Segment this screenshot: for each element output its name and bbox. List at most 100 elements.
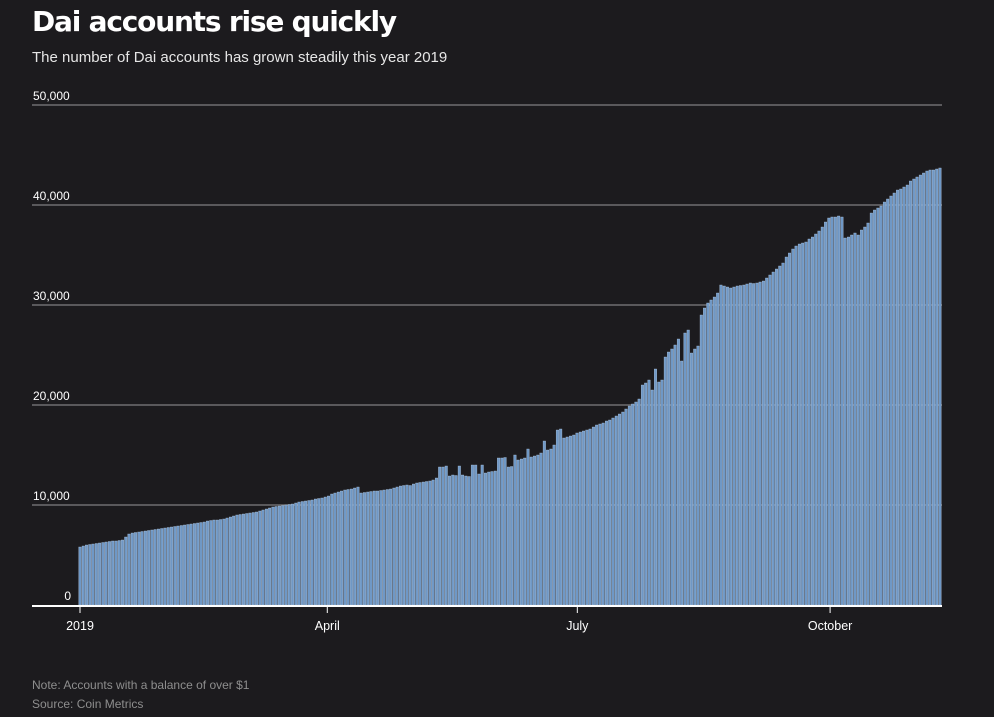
bar: [624, 408, 628, 606]
bar: [363, 492, 366, 606]
bar: [539, 452, 543, 606]
bar: [794, 245, 798, 606]
bar: [353, 487, 357, 606]
bar: [657, 381, 661, 606]
bar: [549, 448, 553, 606]
bar: [98, 542, 102, 606]
bar: [225, 517, 229, 606]
y-tick-label: 30,000: [33, 289, 70, 303]
bar: [461, 474, 465, 606]
bar: [477, 473, 481, 606]
bar: [425, 481, 429, 606]
bar: [938, 167, 942, 606]
bar: [853, 232, 857, 606]
bar: [902, 186, 906, 606]
bar: [846, 236, 850, 606]
bar: [369, 491, 373, 606]
bar: [817, 230, 821, 606]
bar: [644, 382, 648, 606]
bar: [255, 511, 259, 606]
x-tick-label: October: [808, 619, 852, 633]
bar: [242, 513, 245, 606]
bar: [912, 178, 916, 606]
bar: [153, 529, 157, 606]
bar: [706, 302, 710, 606]
bar: [915, 176, 919, 606]
bar: [768, 274, 772, 606]
bar: [582, 430, 586, 606]
bar: [526, 448, 530, 606]
bar: [614, 415, 618, 606]
bar: [438, 466, 442, 606]
bar: [330, 493, 334, 606]
bar: [157, 528, 160, 606]
bar: [752, 283, 756, 606]
bar: [709, 299, 713, 606]
bar: [186, 524, 190, 606]
x-tick-label: July: [566, 619, 589, 633]
chart-subtitle: The number of Dai accounts has grown ste…: [32, 49, 448, 66]
bar: [824, 221, 828, 606]
bar: [788, 252, 792, 606]
bar: [376, 490, 380, 606]
bar: [562, 437, 566, 606]
bar: [873, 209, 877, 606]
bar: [300, 501, 304, 606]
bar: [395, 486, 399, 606]
bar: [212, 519, 216, 606]
bar: [598, 423, 602, 606]
bar: [850, 234, 854, 606]
bar: [866, 222, 870, 606]
bar: [637, 398, 641, 606]
bar: [784, 256, 788, 606]
bar: [470, 464, 474, 606]
bar: [503, 457, 507, 606]
bar: [801, 242, 805, 606]
bar: [830, 216, 834, 606]
bar: [804, 241, 808, 606]
bar: [147, 530, 151, 606]
bar: [327, 495, 330, 606]
bar: [905, 184, 909, 606]
bar: [739, 285, 742, 606]
bars: [78, 167, 942, 606]
bar: [726, 286, 729, 606]
bar: [663, 356, 667, 606]
bar: [833, 216, 837, 606]
bar: [480, 464, 484, 606]
bar: [91, 543, 95, 606]
bar: [421, 481, 425, 606]
bar: [464, 475, 468, 606]
bar: [457, 465, 461, 606]
bar: [245, 513, 249, 606]
bar: [294, 502, 298, 606]
bar: [114, 540, 118, 606]
bar: [474, 464, 478, 606]
bar: [732, 286, 736, 606]
bar: [932, 169, 935, 606]
bar: [529, 456, 533, 606]
bar: [660, 379, 664, 606]
bar: [755, 282, 759, 606]
bar: [608, 419, 612, 606]
bar: [372, 490, 376, 606]
bar: [222, 518, 226, 606]
bar: [134, 532, 138, 606]
bar: [925, 170, 929, 606]
bar: [454, 475, 458, 606]
bar: [758, 281, 762, 606]
bar: [578, 431, 582, 606]
bar: [611, 417, 615, 606]
bar: [467, 476, 471, 606]
x-tick-label: April: [315, 619, 340, 633]
bar: [297, 501, 301, 606]
bar: [284, 504, 288, 606]
bar: [402, 485, 406, 606]
bar: [268, 507, 272, 606]
bar: [899, 188, 903, 606]
bar: [699, 314, 703, 606]
bar: [748, 282, 752, 606]
bar: [130, 532, 134, 606]
bar: [928, 169, 932, 606]
